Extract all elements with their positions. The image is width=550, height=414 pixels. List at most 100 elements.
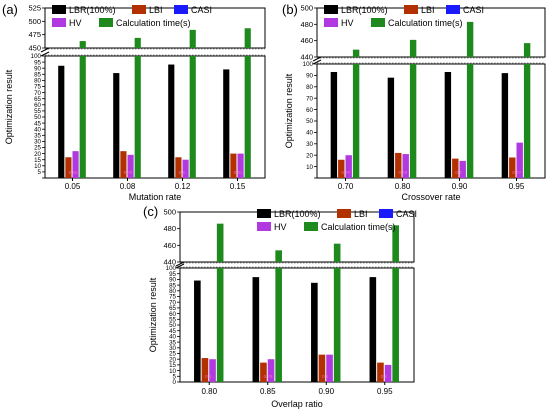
legend-entry: LBI [149, 5, 163, 15]
legend-swatch [257, 222, 271, 231]
bar-1-1 [260, 362, 267, 382]
axis-break-mark [40, 51, 50, 57]
hv-value-label: 0.8 [381, 374, 388, 379]
y-tick-label: 90 [169, 277, 176, 284]
y-tick-label: 5 [173, 374, 177, 381]
legend-entry: Calculation time(s) [321, 222, 396, 232]
legend: LBR(100%) LBI CASI HV Calculation time(s) [324, 5, 484, 28]
chart-panel-1: (a)0.880.050.790.080.80.120.810.15510152… [2, 2, 266, 202]
y-tick-label: 500 [300, 4, 313, 13]
hv-value-label: 0.8 [179, 170, 186, 175]
bar-3-2 [182, 159, 189, 178]
y-tick-label: 15 [169, 362, 176, 369]
legend-swatch [174, 5, 188, 14]
y-tick-label: 85 [169, 282, 176, 289]
y-axis-label: Optimization result [148, 277, 158, 352]
y-tick-label: 45 [169, 328, 176, 335]
y-tick-label: 75 [34, 84, 41, 91]
y-tick-label: 80 [34, 78, 41, 85]
axis-break-mark [312, 56, 322, 62]
bar-4-1 [409, 39, 417, 57]
bar-1-1 [120, 151, 127, 178]
y-tick-label: 25 [34, 145, 41, 152]
x-axis-label: Overlap ratio [271, 399, 323, 409]
x-tick-label: 0.80 [201, 387, 217, 396]
y-tick-label: 50 [306, 118, 313, 125]
chart-panel-2: (b) 0.79 0.70 0.79 0.80 0.8 0.90 0.87 0.95 10 20 30… [282, 2, 546, 202]
legend-entry: CASI [191, 5, 212, 15]
y-tick-label: 480 [300, 20, 313, 29]
bar-1-3 [377, 362, 384, 382]
bar-4-0 [216, 223, 224, 262]
y-tick-label: 55 [169, 317, 176, 324]
bar-4-3-lower [392, 268, 399, 382]
bar-3-1 [127, 154, 134, 178]
y-tick-label: 45 [34, 120, 41, 127]
y-tick-label: 100 [303, 61, 314, 68]
hv-value-label: 0.87 [512, 170, 521, 175]
y-tick-label: 460 [300, 36, 313, 45]
y-tick-label: 10 [169, 368, 176, 375]
y-tick-label: 500 [163, 208, 176, 217]
legend-swatch [257, 209, 271, 218]
x-tick-label: 0.95 [509, 182, 525, 191]
y-tick-label: 100 [31, 53, 42, 60]
y-tick-label: 60 [306, 107, 313, 114]
y-axis-label: Optimization result [4, 69, 14, 144]
y-axis-label: Optimization result [284, 73, 294, 148]
x-tick-label: 0.90 [318, 387, 334, 396]
bar-0-1 [113, 73, 120, 178]
bar-0-3 [223, 69, 230, 178]
y-tick-label: 80 [306, 84, 313, 91]
y-tick-label: 20 [169, 356, 176, 363]
x-tick-label: 0.80 [395, 182, 411, 191]
y-tick-label: 40 [169, 334, 176, 341]
y-tick-label: 10 [34, 163, 41, 170]
hv-value-label: 0.79 [264, 374, 273, 379]
bar-0-0 [194, 280, 201, 382]
y-tick-label: 20 [306, 152, 313, 159]
panel-label: (c) [143, 204, 158, 219]
bar-1-2 [175, 157, 182, 178]
bar-4-0-lower [79, 56, 86, 178]
hv-value-label: 0.8 [322, 374, 329, 379]
y-tick-label: 60 [34, 102, 41, 109]
axis-break-mark [312, 59, 322, 65]
y-tick-label: 30 [169, 345, 176, 352]
x-tick-label: 0.05 [65, 182, 81, 191]
legend-swatch [99, 18, 113, 27]
panel-label: (b) [282, 2, 298, 17]
legend-entry: HV [69, 18, 82, 28]
legend-entry: LBR(100%) [274, 209, 321, 219]
legend: LBR(100%) LBI CASI HV Calculation time(s) [52, 5, 212, 28]
bar-4-2 [333, 243, 341, 262]
y-tick-label: 90 [34, 65, 41, 72]
bar-3-2 [326, 354, 333, 382]
bar-4-3-lower [523, 64, 531, 178]
y-tick-label: 450 [28, 44, 41, 53]
legend-swatch [446, 5, 460, 14]
bar-4-1-lower [275, 268, 282, 382]
y-tick-label: 50 [34, 114, 41, 121]
bar-4-3 [392, 225, 399, 262]
y-tick-label: 65 [169, 305, 176, 312]
y-tick-label: 50 [169, 322, 176, 329]
bar-4-1-lower [409, 64, 417, 178]
y-tick-label: 525 [28, 4, 41, 13]
hv-value-label: 0.8 [205, 374, 212, 379]
plot-frame-upper [179, 211, 415, 263]
y-tick-label: 70 [306, 95, 313, 102]
legend-entry: LBI [354, 209, 368, 219]
bar-4-3 [523, 43, 531, 57]
legend-swatch [52, 5, 66, 14]
bar-0-1 [387, 77, 395, 178]
bar-1-0 [338, 159, 345, 178]
legend-swatch [132, 5, 146, 14]
y-tick-label: 85 [34, 72, 41, 79]
bar-0-1 [252, 277, 260, 382]
bar-4-0 [79, 41, 86, 48]
bar-0-0 [58, 65, 65, 178]
axis-break-mark [175, 261, 185, 267]
y-tick-label: 20 [34, 151, 41, 158]
bar-1-1 [395, 152, 402, 178]
